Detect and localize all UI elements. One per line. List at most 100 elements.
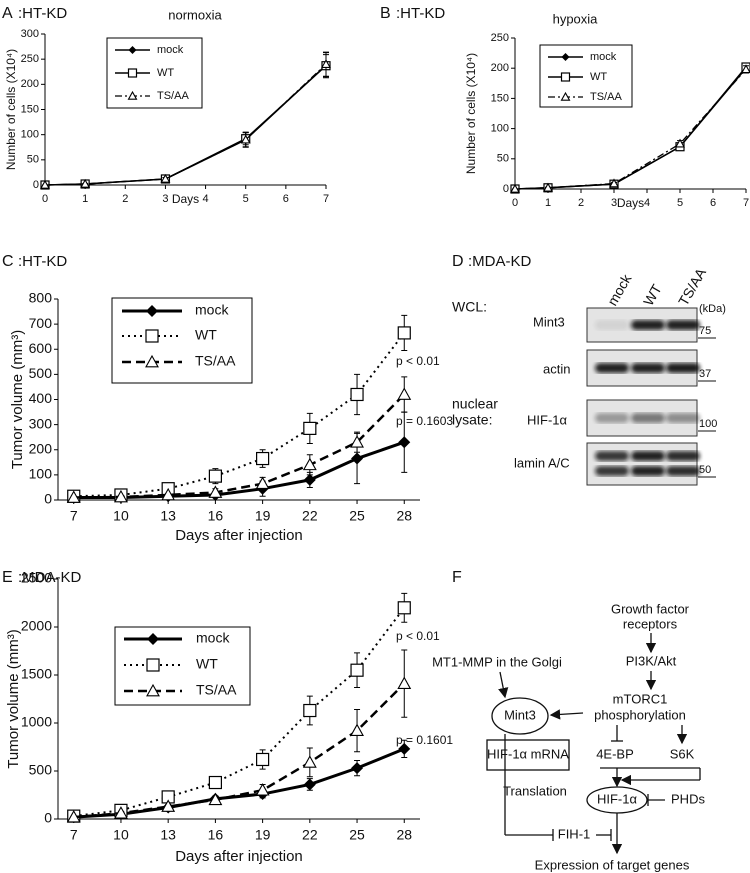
chart-title: normoxia — [168, 7, 222, 22]
marker-diamond — [128, 46, 137, 54]
legend-label: mock — [590, 51, 617, 63]
y-tick-label: 250 — [21, 53, 39, 65]
x-tick-label: 19 — [255, 508, 271, 524]
x-axis-label: Days — [617, 196, 644, 210]
x-tick-label: 6 — [710, 197, 716, 209]
x-tick-label: 13 — [160, 827, 176, 843]
marker-diamond — [561, 53, 570, 61]
lane-label: WT — [640, 281, 665, 308]
marker-triangle — [66, 490, 81, 503]
x-tick-label: 7 — [323, 193, 329, 205]
x-tick-label: 19 — [255, 827, 271, 843]
marker-square — [145, 329, 159, 343]
marker-diamond — [398, 742, 411, 755]
blot-band — [631, 413, 665, 423]
marker-square — [208, 469, 222, 483]
kda-label: 100 — [699, 418, 717, 430]
panel-letter: C — [2, 253, 14, 270]
x-tick-label: 2 — [122, 193, 128, 205]
x-tick-label: 10 — [113, 827, 129, 843]
y-tick-label: 200 — [491, 62, 509, 74]
x-tick-label: 1 — [545, 197, 551, 209]
node-label: HIF-1α mRNA — [487, 746, 569, 761]
marker-triangle — [675, 138, 685, 148]
node-label: 4E-BP — [596, 746, 634, 761]
legend-label: mock — [157, 44, 184, 56]
x-tick-label: 16 — [208, 508, 224, 524]
legend-label: TS/AA — [590, 91, 622, 103]
marker-square — [350, 387, 364, 402]
marker-triangle — [350, 723, 364, 737]
y-tick-label: 2000 — [21, 618, 52, 634]
x-tick-label: 0 — [42, 193, 48, 205]
annotation: p < 0.01 — [396, 629, 440, 643]
panel-subtitle: :MDA-KD — [468, 253, 532, 270]
y-tick-label: 500 — [29, 762, 53, 778]
legend-label: TS/AA — [195, 353, 236, 369]
y-axis-label: Tumor volume (mm³) — [5, 629, 22, 768]
marker-triangle — [397, 387, 412, 400]
panel-letter: A — [2, 5, 13, 22]
marker-triangle — [350, 435, 364, 448]
legend-label: WT — [195, 327, 217, 343]
y-tick-label: 0 — [44, 810, 52, 826]
node-label: mTORC1 — [613, 691, 668, 706]
panel-subtitle: :MDA-KD — [18, 569, 82, 586]
blot-band — [595, 320, 629, 330]
legend-label: TS/AA — [196, 682, 237, 698]
y-tick-label: 200 — [21, 78, 39, 90]
y-tick-label: 50 — [497, 153, 509, 165]
y-tick-label: 700 — [29, 315, 53, 331]
marker-triangle — [114, 489, 128, 503]
y-tick-label: 100 — [21, 129, 39, 141]
panel-letter: D — [452, 253, 464, 270]
blot-band — [666, 320, 700, 330]
marker-square — [127, 68, 138, 78]
legend-label: WT — [196, 656, 218, 672]
lane-label: mock — [604, 271, 635, 309]
marker-diamond — [303, 473, 316, 486]
blot-band — [595, 451, 629, 461]
marker-triangle — [146, 683, 160, 697]
row-label: HIF-1α — [527, 412, 568, 427]
marker-triangle — [397, 676, 412, 689]
marker-diamond — [351, 762, 364, 775]
y-tick-label: 300 — [29, 415, 53, 431]
marker-triangle — [161, 799, 176, 812]
blot-band — [666, 451, 700, 461]
marker-triangle — [255, 783, 270, 796]
legend-label: mock — [195, 302, 229, 318]
panel-subtitle: :HT-KD — [18, 253, 67, 270]
marker-triangle — [302, 755, 317, 768]
marker-square — [397, 326, 411, 340]
y-axis-label: Number of cells (X10⁴) — [4, 49, 18, 170]
blot-panel — [586, 442, 698, 486]
panel-letter: B — [380, 5, 391, 22]
marker-triangle — [80, 178, 91, 188]
series-line — [73, 332, 406, 498]
node-label: PHDs — [671, 791, 705, 806]
blot-band — [595, 466, 629, 476]
marker-triangle — [609, 178, 619, 188]
blot-band — [666, 466, 700, 476]
y-tick-label: 1000 — [21, 714, 52, 730]
y-tick-label: 300 — [21, 28, 39, 40]
chart-title: hypoxia — [553, 11, 599, 26]
annotation: p = 0.1603 — [396, 414, 453, 428]
annotation: p = 0.1601 — [396, 733, 453, 747]
x-tick-label: 7 — [70, 827, 78, 843]
node-label: HIF-1α — [597, 791, 638, 806]
marker-square — [560, 72, 571, 82]
node-label: FIH-1 — [558, 826, 591, 841]
x-tick-label: 22 — [302, 827, 318, 843]
marker-triangle — [208, 792, 223, 806]
group-label: lysate: — [452, 412, 492, 428]
row-label: Mint3 — [533, 314, 565, 329]
legend-label: TS/AA — [157, 90, 189, 102]
node-label: Expression of target genes — [535, 857, 690, 872]
y-tick-label: 150 — [21, 103, 39, 115]
node-label: Growth factor — [611, 601, 690, 616]
marker-square — [256, 451, 270, 466]
blot-band — [595, 363, 629, 373]
